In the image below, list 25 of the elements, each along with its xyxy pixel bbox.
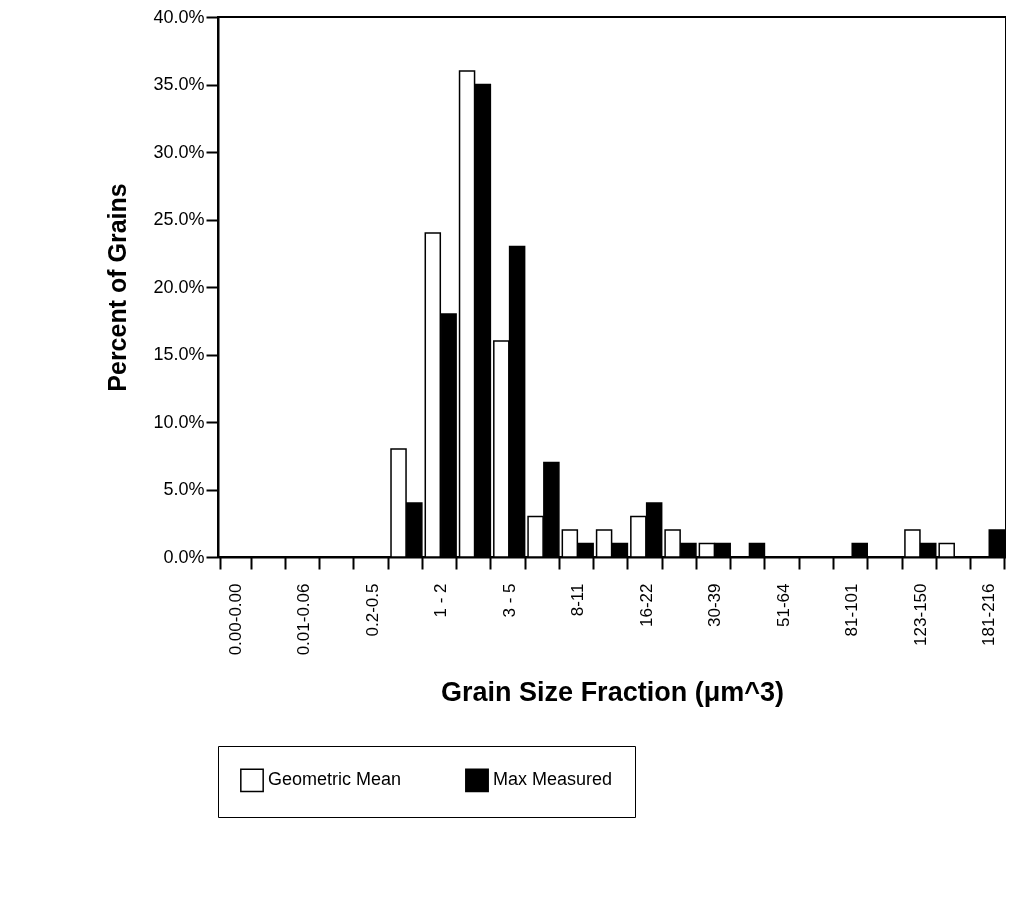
- y-tick-label: 5.0%: [163, 479, 205, 499]
- x-tick-label: 8-11: [568, 583, 588, 617]
- x-tick-label: 16-22: [636, 583, 656, 627]
- x-tick-label: 51-64: [773, 583, 793, 627]
- x-tick-label: 0.2-0.5: [362, 583, 382, 637]
- y-tick-label: 30.0%: [153, 141, 205, 162]
- x-tick-label: 123-150: [910, 583, 930, 646]
- x-tick-label: 0.00-0.00: [225, 583, 245, 656]
- y-tick-label: 25.0%: [153, 209, 205, 229]
- x-tick-label: 0.01-0.06: [294, 583, 314, 656]
- x-tick-label: 1 - 2: [431, 583, 451, 618]
- y-tick-label: 40.0%: [153, 6, 205, 27]
- x-axis-title: Grain Size Fraction (μm^3): [441, 677, 784, 708]
- y-tick-label: 0.0%: [163, 546, 205, 567]
- y-tick-label: 10.0%: [153, 411, 205, 432]
- y-axis-title: Percent of Grains: [103, 183, 132, 392]
- x-tick-label: 30-39: [705, 583, 725, 627]
- legend-label: Max Measured: [493, 769, 613, 790]
- y-tick-label: 15.0%: [153, 344, 205, 364]
- x-tick-label: 81-101: [842, 583, 862, 637]
- y-tick-label: 20.0%: [153, 276, 205, 297]
- legend-label: Geometric Mean: [268, 769, 402, 790]
- y-tick-label: 35.0%: [153, 74, 205, 94]
- x-tick-label: 3 - 5: [499, 583, 519, 618]
- x-tick-label: 181-216: [979, 583, 999, 646]
